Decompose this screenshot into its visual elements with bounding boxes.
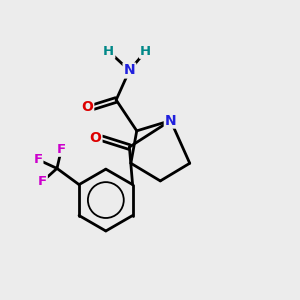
Text: F: F xyxy=(57,143,66,156)
Text: O: O xyxy=(90,131,101,145)
Text: N: N xyxy=(124,64,135,77)
Text: H: H xyxy=(103,45,114,58)
Text: F: F xyxy=(33,153,42,166)
Text: H: H xyxy=(140,45,151,58)
Text: N: N xyxy=(165,114,176,128)
Text: O: O xyxy=(81,100,93,114)
Text: F: F xyxy=(38,175,47,188)
